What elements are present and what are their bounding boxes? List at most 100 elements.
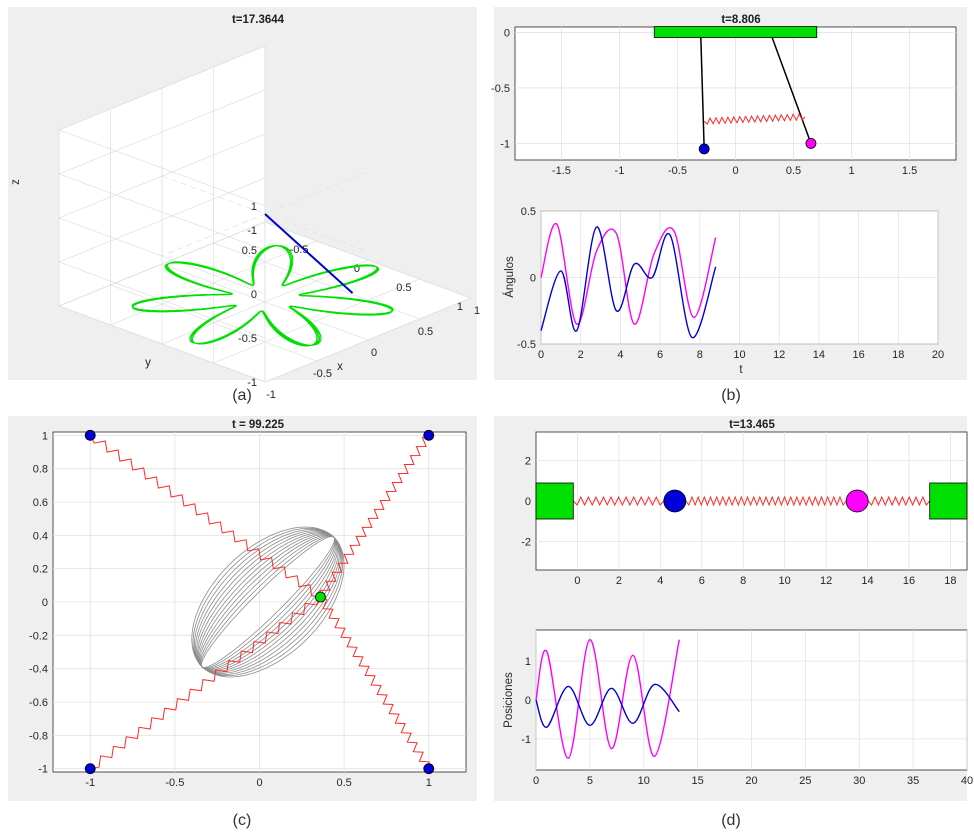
panel-b-top-ticks: -1.5 -1 -0.5 0 0.5 1 1.5 0 -0.5 -1 — [491, 28, 917, 177]
panel-d-bottom-x-tick-label: 5 — [587, 775, 593, 787]
panel-d-top-content — [535, 482, 968, 520]
panel-a-z-label: z — [10, 179, 22, 185]
panel-c-y-tick-label: 0.8 — [33, 464, 48, 476]
panel-a-y-label: y — [145, 357, 151, 369]
panel-a-wall-gridline — [58, 89, 266, 175]
panel-a-x-axis-line — [264, 297, 472, 383]
panel-d-bottom-x-tick-label: 20 — [745, 775, 757, 787]
panel-d-top-x-tick-label: 2 — [616, 575, 622, 587]
panel-a-x-tick-label: 1 — [474, 305, 480, 317]
panel-d-bottom-series — [535, 638, 680, 760]
panel-b-top-y-tick-label: 0 — [504, 28, 510, 40]
panel-c-ticks: -1 -0.5 0 0.5 1 1 0.8 0.6 0.4 0.2 0 -0.2 -0.4 -0.6 -0.… — [29, 430, 432, 789]
panel-a-y-tick-label: 0.5 — [396, 282, 411, 294]
panel-d-top-x-tick-label: 4 — [657, 575, 663, 587]
panel-b-bottom-magenta-series — [540, 223, 717, 325]
panel-a-wall-gridline — [58, 173, 266, 251]
panel-b-bottom-x-tick-label: 6 — [657, 349, 663, 361]
panel-d-top-x-tick-label: 12 — [820, 575, 832, 587]
panel-b-bottom-y-tick-label: 0.5 — [521, 206, 536, 218]
panel-a-x-tick-label: -1 — [266, 389, 276, 401]
panel-d-top-x-tick-label: 6 — [699, 575, 705, 587]
panel-d-top-wall-block — [929, 482, 968, 520]
panel-d-top-spring-right — [867, 495, 931, 507]
panel-b-bottom: 0 2 4 6 8 10 12 14 16 18 200.50-0.5 t Ángulos — [503, 206, 944, 376]
caption-a: (a) — [232, 387, 252, 404]
panel-a-wall-gridline — [58, 129, 266, 207]
panel-b-top-x-tick-label: 1.5 — [902, 165, 917, 177]
panel-d-top-x-tick-label: 10 — [779, 575, 791, 587]
panel-a-z-tick-label: 1 — [251, 201, 257, 213]
panel-c-anchor-point — [84, 429, 96, 441]
panel-d-top-wall-block — [535, 482, 574, 520]
panel-d-top-spring-middle — [685, 495, 847, 507]
panel-d-bottom-x-tick-label: 15 — [692, 775, 704, 787]
panel-a-title: t=17.3644 — [232, 14, 285, 26]
panel-b-top-x-tick-label: -0.5 — [668, 165, 687, 177]
panel-b-bottom-series — [540, 223, 717, 339]
panel-b-bottom-x-tick-label: 0 — [538, 349, 544, 361]
panel-b-bottom-x-tick-label: 18 — [892, 349, 904, 361]
panel-d-bottom-x-tick-label: 0 — [533, 775, 539, 787]
panel-a-y-axis-line — [264, 221, 472, 299]
panel-b-bottom-x-tick-label: 12 — [773, 349, 785, 361]
panel-b-top-support-bar — [653, 26, 818, 38]
panel-b-top-y-tick-label: -0.5 — [491, 83, 510, 95]
panel-b-top-x-tick-label: -1.5 — [552, 165, 571, 177]
panel-c-spring — [89, 435, 321, 598]
panel-a-green-trajectory — [131, 245, 394, 347]
panel-b-top-content — [653, 26, 818, 155]
panel-a-y-tick-label: -0.5 — [290, 244, 309, 256]
panel-a-x-tick-label: -0.5 — [313, 368, 332, 380]
panel-d-top-blue-mass — [663, 489, 687, 513]
panel-c-y-tick-label: -0.8 — [29, 730, 48, 742]
panel-d-top-y-tick-label: -2 — [521, 537, 531, 549]
panel-c-y-tick-label: 0.6 — [33, 497, 48, 509]
panel-d-top-x-tick-label: 0 — [574, 575, 580, 587]
panel-b-top-title: t=8.806 — [721, 14, 760, 26]
panel-a-x-tick-label: 0 — [371, 347, 377, 359]
panel-c-x-tick-label: 0.5 — [336, 777, 351, 789]
panel-b-top-spring — [703, 112, 806, 125]
panel-c-x-tick-label: -1 — [85, 777, 95, 789]
panel-c-spring — [320, 596, 430, 769]
panel-c-x-tick-label: 1 — [426, 777, 432, 789]
panel-c-grid — [53, 432, 466, 772]
panel-b-bottom-ticks: 0 2 4 6 8 10 12 14 16 18 200.50-0.5 — [517, 206, 944, 361]
panel-a: t=17.3644 1 0.5 0 -0.5 -1 1 0.5 0 -0.5 -1 1 0.5 0 -0.… — [10, 14, 480, 401]
panel-d-bottom-y-tick-label: 0 — [525, 695, 531, 707]
panel-d-top-x-tick-label: 18 — [944, 575, 956, 587]
panel-d-top-x-tick-label: 16 — [903, 575, 915, 587]
panel-a-z-tick-label: -0.5 — [238, 333, 257, 345]
panel-c-y-tick-label: 0.2 — [33, 564, 48, 576]
panel-c-anchor-point — [423, 763, 435, 775]
panel-c-anchor-point — [423, 429, 435, 441]
panel-a-x-tick-label: 0.5 — [418, 326, 433, 338]
panel-c-trajectory-loop — [191, 526, 345, 678]
panel-b-bottom-blue-series — [540, 226, 717, 339]
panel-a-plot-content — [131, 213, 394, 347]
panel-b-top-blue-bob — [698, 143, 710, 155]
panel-b-bottom-x-label: t — [739, 364, 743, 376]
panel-a-x-label: x — [337, 361, 343, 373]
panel-d-top-x-tick-label: 8 — [740, 575, 746, 587]
panel-b-top-x-tick-label: 0.5 — [786, 165, 801, 177]
panel-b-bottom-y-tick-label: -0.5 — [517, 339, 536, 351]
panel-a-y-tick-label: 1 — [457, 301, 463, 313]
panel-b-bottom-x-tick-label: 14 — [813, 349, 825, 361]
panel-d-top-spring-left — [572, 495, 665, 507]
panel-b-top-pendulum-rod — [699, 32, 705, 149]
panel-d-bottom-x-tick-label: 35 — [907, 775, 919, 787]
panel-b-bottom-x-tick-label: 4 — [617, 349, 623, 361]
panel-c-y-tick-label: -1 — [38, 764, 48, 776]
panel-c-y-tick-label: 0 — [42, 597, 48, 609]
panel-a-dashed-x-axis — [161, 175, 369, 253]
panel-a-z-tick-label: -1 — [247, 377, 257, 389]
panel-c-x-tick-label: -0.5 — [165, 777, 184, 789]
panel-d-bottom-x-tick-label: 25 — [799, 775, 811, 787]
panel-a-z-tick-label: 0 — [251, 289, 257, 301]
panel-b-bottom-x-tick-label: 20 — [932, 349, 944, 361]
